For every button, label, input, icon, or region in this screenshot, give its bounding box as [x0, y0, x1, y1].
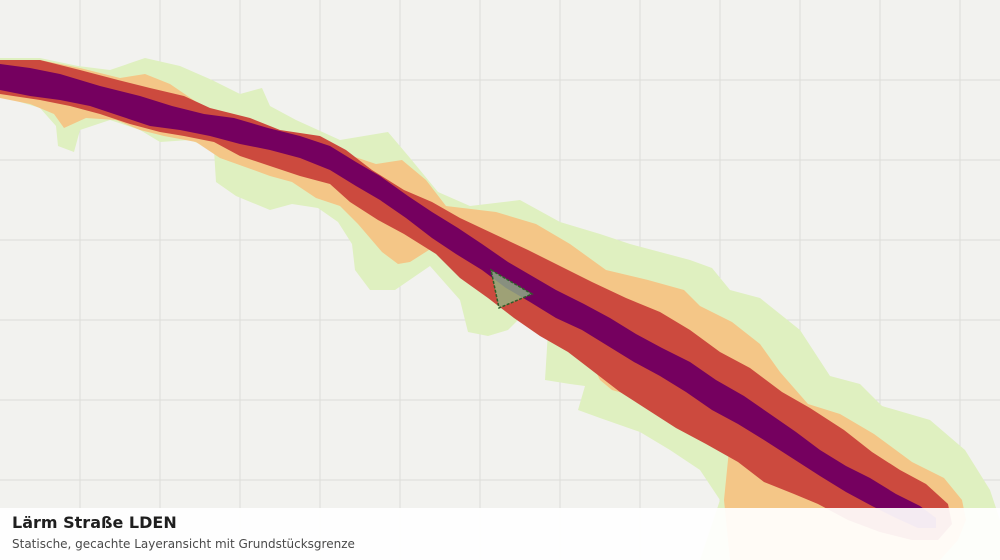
- parcel-boundary[interactable]: [489, 268, 534, 310]
- noise-zone-medium: [0, 60, 952, 540]
- layer-subtitle: Statische, gecachte Layeransicht mit Gru…: [12, 537, 355, 551]
- noise-contours: [0, 58, 1000, 560]
- map-caption: Lärm Straße LDEN Statische, gecachte Lay…: [0, 508, 1000, 560]
- layer-title: Lärm Straße LDEN: [12, 513, 177, 532]
- noise-zone-core: [0, 64, 936, 528]
